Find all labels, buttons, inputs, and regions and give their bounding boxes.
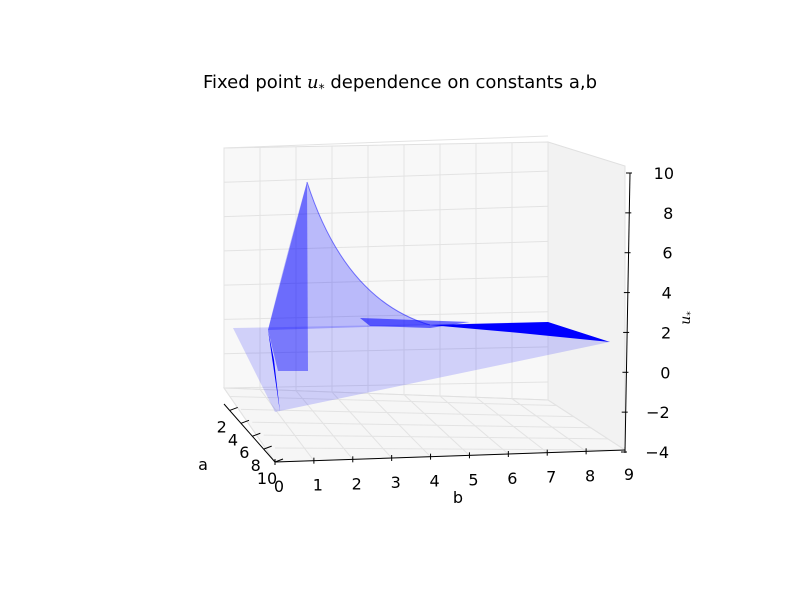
grid-floor-b-1	[259, 389, 315, 461]
grid-floor-a-1	[240, 408, 574, 418]
surface-curved-sheet	[268, 182, 430, 330]
grid-z-back-7	[223, 381, 549, 389]
b-tick-label: 7	[546, 468, 556, 487]
title-symbol: u	[307, 72, 319, 93]
b-axis-ticks: 0 1 2 3 4 5 6 7 8 9	[274, 447, 634, 496]
right-pane	[547, 141, 626, 451]
grid-z-back-0	[223, 135, 549, 149]
a-axis-label: a	[198, 455, 208, 474]
z-axis-label: u*	[678, 311, 696, 325]
grid-floor-b-8	[511, 398, 587, 452]
grid-floor-a-4	[274, 447, 626, 451]
z-tick-label: 8	[663, 204, 673, 223]
title-symbol-sub: *	[318, 81, 325, 96]
surface-dark-ridge	[360, 318, 470, 328]
b-tick-label: 6	[507, 469, 517, 488]
surface	[233, 181, 610, 412]
z-tick-label: 4	[662, 284, 672, 303]
axis-panes	[223, 141, 627, 463]
b-tick-label: 3	[391, 473, 401, 492]
b-tick-label: 2	[352, 474, 362, 493]
grid-floor-b-3	[331, 391, 393, 459]
a-tick-mark	[229, 406, 238, 411]
a-tick-label: 8	[251, 456, 261, 475]
b-axis-label: b	[453, 488, 463, 507]
grid-floor-b-2	[295, 390, 354, 460]
grid-z-back-2	[223, 205, 549, 218]
b-tick-label: 0	[274, 477, 284, 496]
grid-z-back-3	[223, 240, 549, 252]
b-tick-label: 4	[429, 472, 439, 491]
grid-z-back-4	[223, 276, 549, 286]
a-tick-mark	[240, 419, 250, 424]
grid-floor-b-7	[475, 396, 548, 454]
z-axis-line	[624, 172, 631, 453]
b-axis-line	[274, 449, 626, 463]
b-tick-label: 8	[585, 466, 595, 485]
a-tick-label: 10	[257, 469, 277, 488]
a-tick-mark	[274, 458, 284, 463]
b-tick-label: 1	[313, 476, 323, 495]
a-tick-label: 6	[239, 443, 249, 462]
z-axis-ticks: 10 8 6 4 2 0 −2 −4	[621, 164, 674, 462]
z-tick-label: 10	[654, 164, 674, 183]
grid-floor-a-0	[229, 395, 557, 407]
grid-z-back-5	[223, 311, 549, 320]
z-tick-label: 2	[661, 323, 671, 342]
z-axis-label-sub: *	[686, 311, 696, 316]
a-tick-mark	[263, 445, 272, 450]
b-tick-label: 9	[624, 465, 634, 484]
grid-floor-a-2	[252, 421, 591, 429]
z-tick-label: −4	[645, 443, 669, 462]
b-tick-label: 5	[468, 470, 478, 489]
grid-floor-b-0	[223, 387, 276, 463]
surface-left-fin	[268, 182, 308, 371]
surface-right-spike	[430, 322, 610, 342]
a-axis-line	[223, 403, 276, 463]
grid-floor-b-9	[547, 399, 626, 451]
grid-floor-a-3	[263, 434, 608, 440]
surface-valley	[268, 330, 280, 412]
grid-lines	[223, 135, 626, 463]
a-tick-label: 2	[217, 417, 227, 436]
a-tick-label: 4	[228, 430, 238, 449]
surface-wide-band	[233, 322, 610, 412]
surface-curve-edge	[306, 181, 431, 326]
grid-z-back-1	[223, 170, 549, 183]
chart-title: Fixed point u* dependence on constants a…	[0, 72, 800, 96]
grid-floor-b-6	[439, 395, 509, 455]
z-tick-label: −2	[646, 403, 670, 422]
axes	[223, 172, 631, 463]
z-tick-label: 6	[662, 244, 672, 263]
z-axis-label-symbol: u	[678, 316, 694, 325]
grid-z-back-6	[223, 346, 549, 355]
z-tick-label: 0	[660, 363, 670, 382]
a-tick-mark	[252, 432, 261, 437]
title-prefix: Fixed point	[203, 72, 307, 93]
title-suffix: dependence on constants a,b	[324, 72, 597, 93]
